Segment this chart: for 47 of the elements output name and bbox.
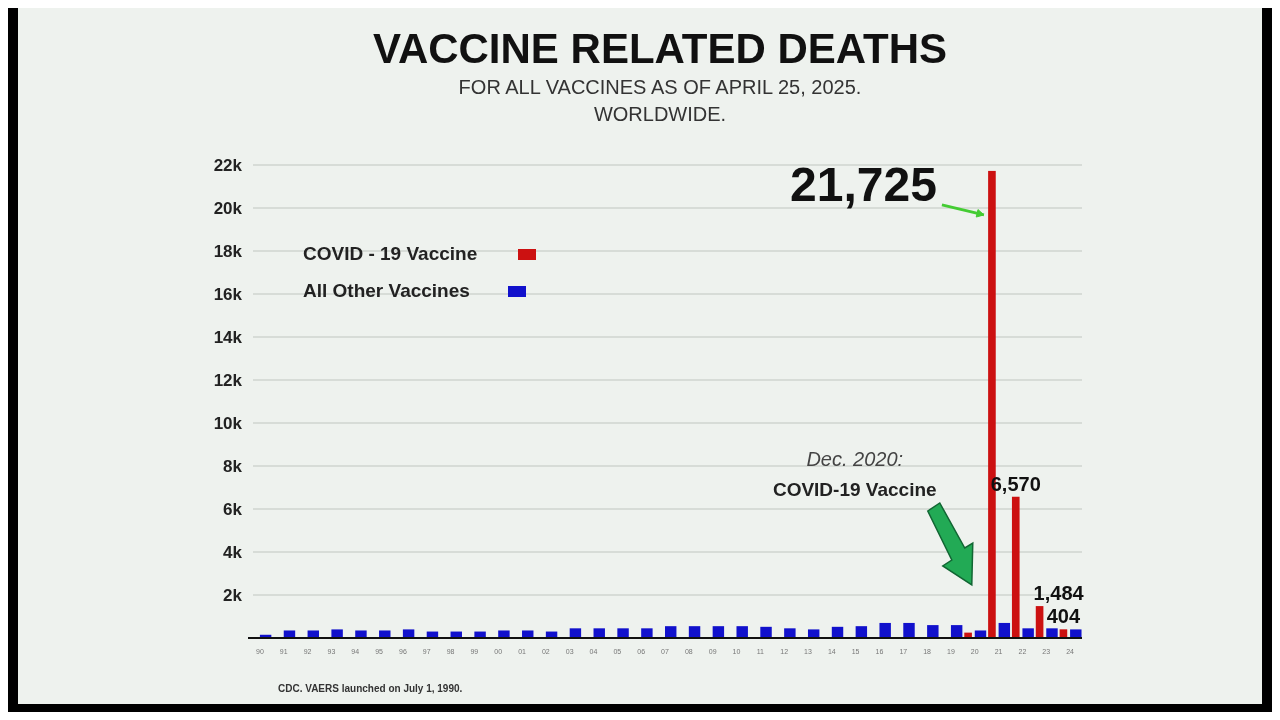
y-tick-label: 6k [223,500,243,519]
y-tick-label: 18k [213,242,243,261]
data-label: 404 [1046,605,1081,628]
y-tick-label: 2k [223,586,243,605]
bar [736,626,748,638]
y-tick-label: 10k [213,414,243,433]
y-tick-label: 20k [213,199,243,218]
bar [665,626,677,638]
bar [712,626,725,638]
bar [1022,628,1034,638]
bar [283,630,296,638]
bar [402,629,415,638]
legend-label: COVID - 19 Vaccine [303,243,478,264]
bar [855,626,868,638]
y-tick-label: 4k [223,543,243,562]
bar [355,630,367,638]
bar [903,622,915,638]
bar [760,626,772,638]
y-tick-label: 16k [213,285,243,304]
y-tick-label: 14k [213,328,243,347]
bar [641,628,653,638]
y-tick-label: 8k [223,457,243,476]
bar [331,629,343,638]
bar [927,625,939,638]
chart-title: VACCINE RELATED DEATHS [372,25,948,72]
bar [974,630,987,638]
bar [1070,629,1082,638]
text: CDC. VAERS launched on July 1, 1990. [278,683,463,694]
bar [807,629,820,638]
annotation: Dec. 2020: COVID-19 Vaccine [772,448,937,500]
data-label: 21,725 [790,157,937,211]
data-label: 1,484 [1033,582,1085,605]
bar [522,630,534,638]
bar [307,630,320,638]
y-tick-label: 12k [213,371,243,390]
y-tick-label: 22k [213,156,243,175]
bar [498,630,510,638]
bar [379,630,391,638]
legend-label: All Other Vaccines [303,280,470,301]
bar [688,626,701,638]
bar [998,622,1011,638]
bar [1046,628,1058,638]
bar [617,628,629,638]
bar [879,622,891,638]
chart-subtitle: FOR ALL VACCINES AS OF APRIL 25, 2025. WORLDWIDE. [458,76,862,125]
bar [784,628,796,638]
bar [1011,496,1020,638]
